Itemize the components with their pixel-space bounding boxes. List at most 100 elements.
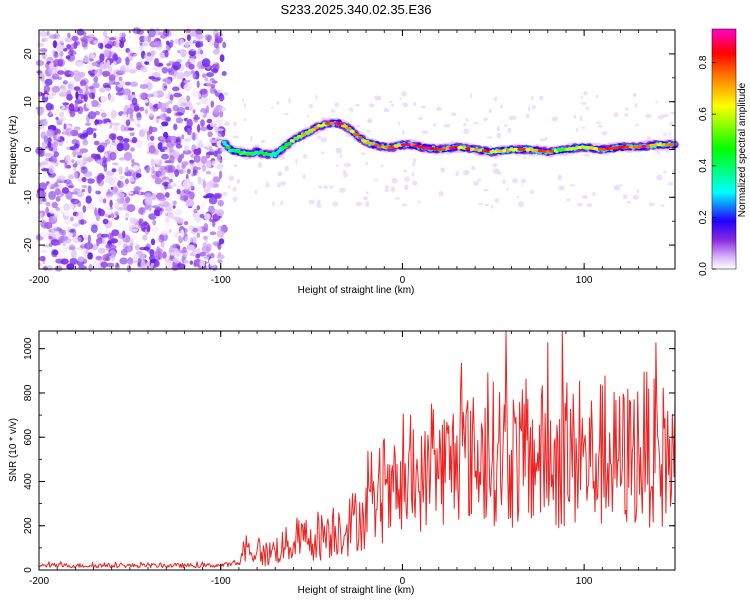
noise-blob (125, 178, 129, 185)
noise-blob (151, 188, 158, 193)
spectrogram-y-tick-label: 20 (23, 48, 34, 60)
chart-title: S233.2025.340.02.35.E36 (280, 2, 431, 17)
noise-blob (455, 171, 459, 177)
noise-blob (155, 260, 160, 268)
noise-blob (44, 94, 48, 98)
noise-blob (51, 91, 57, 97)
noise-blob (374, 95, 381, 101)
noise-blob (271, 106, 273, 109)
noise-blob (145, 164, 151, 174)
noise-blob (209, 122, 217, 127)
noise-blob (113, 125, 119, 132)
noise-blob (90, 100, 99, 107)
noise-blob (145, 93, 155, 98)
noise-blob (52, 249, 59, 256)
noise-blob (111, 168, 117, 173)
noise-blob (149, 259, 157, 263)
noise-blob (133, 105, 140, 112)
noise-blob (100, 261, 108, 268)
noise-blob (152, 128, 157, 132)
noise-blob (154, 27, 161, 37)
noise-blob (339, 187, 346, 193)
noise-blob (117, 180, 124, 189)
noise-blob (112, 53, 118, 62)
noise-blob (173, 92, 182, 98)
noise-blob (196, 80, 200, 88)
noise-blob (233, 121, 237, 126)
ridge-core (598, 147, 603, 151)
noise-blob (150, 135, 155, 141)
noise-blob (79, 71, 86, 78)
noise-blob (391, 177, 398, 184)
noise-blob (491, 204, 494, 209)
noise-blob (127, 257, 134, 265)
noise-blob (177, 49, 181, 54)
noise-blob (528, 106, 531, 112)
noise-blob (146, 224, 151, 233)
noise-blob (184, 42, 190, 48)
noise-blob (217, 199, 224, 207)
noise-blob (41, 51, 47, 60)
noise-blob (343, 172, 348, 178)
noise-blob (70, 198, 80, 205)
noise-blob (129, 177, 135, 182)
colorbar-tick-label: 0.8 (698, 55, 709, 69)
noise-blob (195, 253, 201, 259)
snr-frame (38, 330, 676, 571)
noise-blob (507, 127, 512, 134)
noise-blob (150, 158, 155, 166)
noise-blob (64, 179, 72, 185)
noise-blob (87, 252, 93, 260)
noise-blob (402, 102, 408, 108)
noise-blob (140, 147, 146, 157)
noise-blob (124, 245, 133, 253)
noise-blob (75, 71, 79, 77)
noise-blob (164, 212, 168, 217)
noise-blob (134, 125, 139, 135)
ridge-core (489, 150, 495, 154)
noise-blob (463, 123, 467, 127)
noise-blob (174, 111, 183, 117)
noise-blob (90, 73, 95, 78)
noise-blob (76, 191, 84, 198)
noise-blob (180, 229, 185, 238)
noise-blob (79, 80, 87, 87)
noise-blob (129, 132, 135, 137)
colorbar-gradient (712, 29, 736, 269)
noise-blob (169, 39, 174, 45)
noise-blob (320, 151, 325, 154)
noise-blob (39, 73, 45, 82)
noise-blob (87, 37, 93, 42)
noise-blob (520, 178, 526, 184)
snr-x-tick-label: -100 (211, 576, 231, 587)
noise-blob (645, 113, 652, 118)
noise-blob (136, 111, 142, 118)
noise-blob (366, 129, 371, 133)
noise-blob (49, 34, 57, 39)
ridge-core (413, 144, 420, 148)
noise-blob (120, 124, 126, 132)
noise-blob (192, 109, 196, 114)
noise-blob (204, 188, 211, 193)
noise-blob (132, 27, 141, 34)
ridge-core (508, 147, 516, 152)
noise-blob (131, 136, 138, 144)
noise-blob (202, 242, 207, 249)
noise-blob (46, 265, 54, 272)
spectrogram-x-tick-label: 0 (400, 275, 406, 286)
noise-blob (272, 201, 275, 207)
noise-blob (224, 121, 230, 127)
noise-blob (219, 95, 225, 101)
noise-blob (195, 101, 202, 106)
noise-blob (139, 84, 149, 89)
spectrogram-y-axis-label: Frequency (Hz) (8, 116, 19, 185)
noise-blob (82, 31, 87, 37)
noise-blob (155, 76, 162, 81)
ridge-core (340, 124, 348, 128)
noise-blob (216, 37, 222, 44)
noise-blob (48, 147, 54, 151)
spectrogram-y-tick-label: -10 (23, 190, 34, 205)
ridge-core (565, 147, 572, 151)
noise-blob (217, 153, 221, 162)
noise-blob (343, 162, 351, 168)
